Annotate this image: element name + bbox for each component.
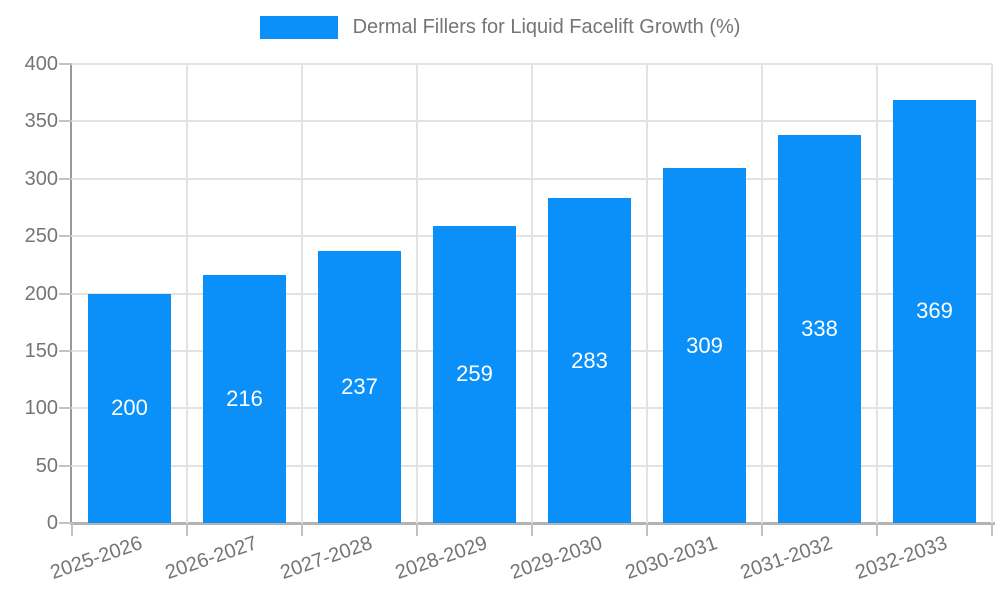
x-tick bbox=[646, 523, 648, 536]
bar-value-label: 259 bbox=[456, 361, 493, 387]
x-tick bbox=[531, 523, 533, 536]
bar-value-label: 338 bbox=[801, 316, 838, 342]
bar-value-label: 216 bbox=[226, 386, 263, 412]
x-tick bbox=[876, 523, 878, 536]
y-axis-label: 100 bbox=[24, 397, 58, 420]
y-axis-label: 400 bbox=[24, 53, 58, 75]
x-gridline bbox=[646, 64, 648, 523]
y-axis-label: 250 bbox=[24, 225, 58, 248]
bar[interactable] bbox=[548, 198, 631, 523]
y-tick bbox=[59, 349, 72, 352]
x-gridline bbox=[186, 64, 188, 523]
legend-label: Dermal Fillers for Liquid Facelift Growt… bbox=[352, 16, 741, 38]
x-gridline bbox=[991, 64, 993, 523]
x-tick bbox=[991, 523, 993, 536]
x-gridline bbox=[761, 64, 763, 523]
y-tick bbox=[59, 407, 72, 410]
legend: Dermal Fillers for Liquid Facelift Growt… bbox=[0, 16, 1000, 39]
y-axis-label: 300 bbox=[24, 167, 58, 190]
x-gridline bbox=[531, 64, 533, 523]
y-axis-label: 0 bbox=[46, 512, 58, 534]
x-tick bbox=[186, 523, 188, 536]
y-tick bbox=[59, 63, 72, 65]
x-gridline bbox=[416, 64, 418, 523]
y-tick bbox=[59, 522, 72, 524]
bar-value-label: 200 bbox=[111, 395, 148, 421]
bar-value-label: 369 bbox=[916, 298, 953, 324]
x-gridline bbox=[876, 64, 878, 523]
bar[interactable] bbox=[893, 99, 976, 523]
x-tick bbox=[301, 523, 303, 536]
bar[interactable] bbox=[318, 251, 401, 523]
y-axis-label: 150 bbox=[24, 339, 58, 362]
x-tick bbox=[761, 523, 763, 536]
bar[interactable] bbox=[88, 293, 171, 523]
y-axis-label: 200 bbox=[24, 282, 58, 305]
bar-value-label: 237 bbox=[341, 374, 378, 400]
bar[interactable] bbox=[203, 275, 286, 523]
y-tick bbox=[59, 120, 72, 123]
y-axis-label: 350 bbox=[24, 110, 58, 133]
bar-value-label: 283 bbox=[571, 347, 608, 373]
x-tick bbox=[416, 523, 418, 536]
x-gridline bbox=[301, 64, 303, 523]
bar-value-label: 309 bbox=[686, 332, 723, 358]
bar[interactable] bbox=[663, 168, 746, 523]
bar[interactable] bbox=[778, 135, 861, 523]
y-axis-label: 50 bbox=[35, 454, 58, 477]
y-tick bbox=[59, 464, 72, 467]
x-tick bbox=[71, 523, 73, 536]
y-tick bbox=[59, 177, 72, 180]
legend-swatch bbox=[259, 16, 338, 39]
y-tick bbox=[59, 235, 72, 238]
bar[interactable] bbox=[433, 225, 516, 523]
y-tick bbox=[59, 292, 72, 295]
